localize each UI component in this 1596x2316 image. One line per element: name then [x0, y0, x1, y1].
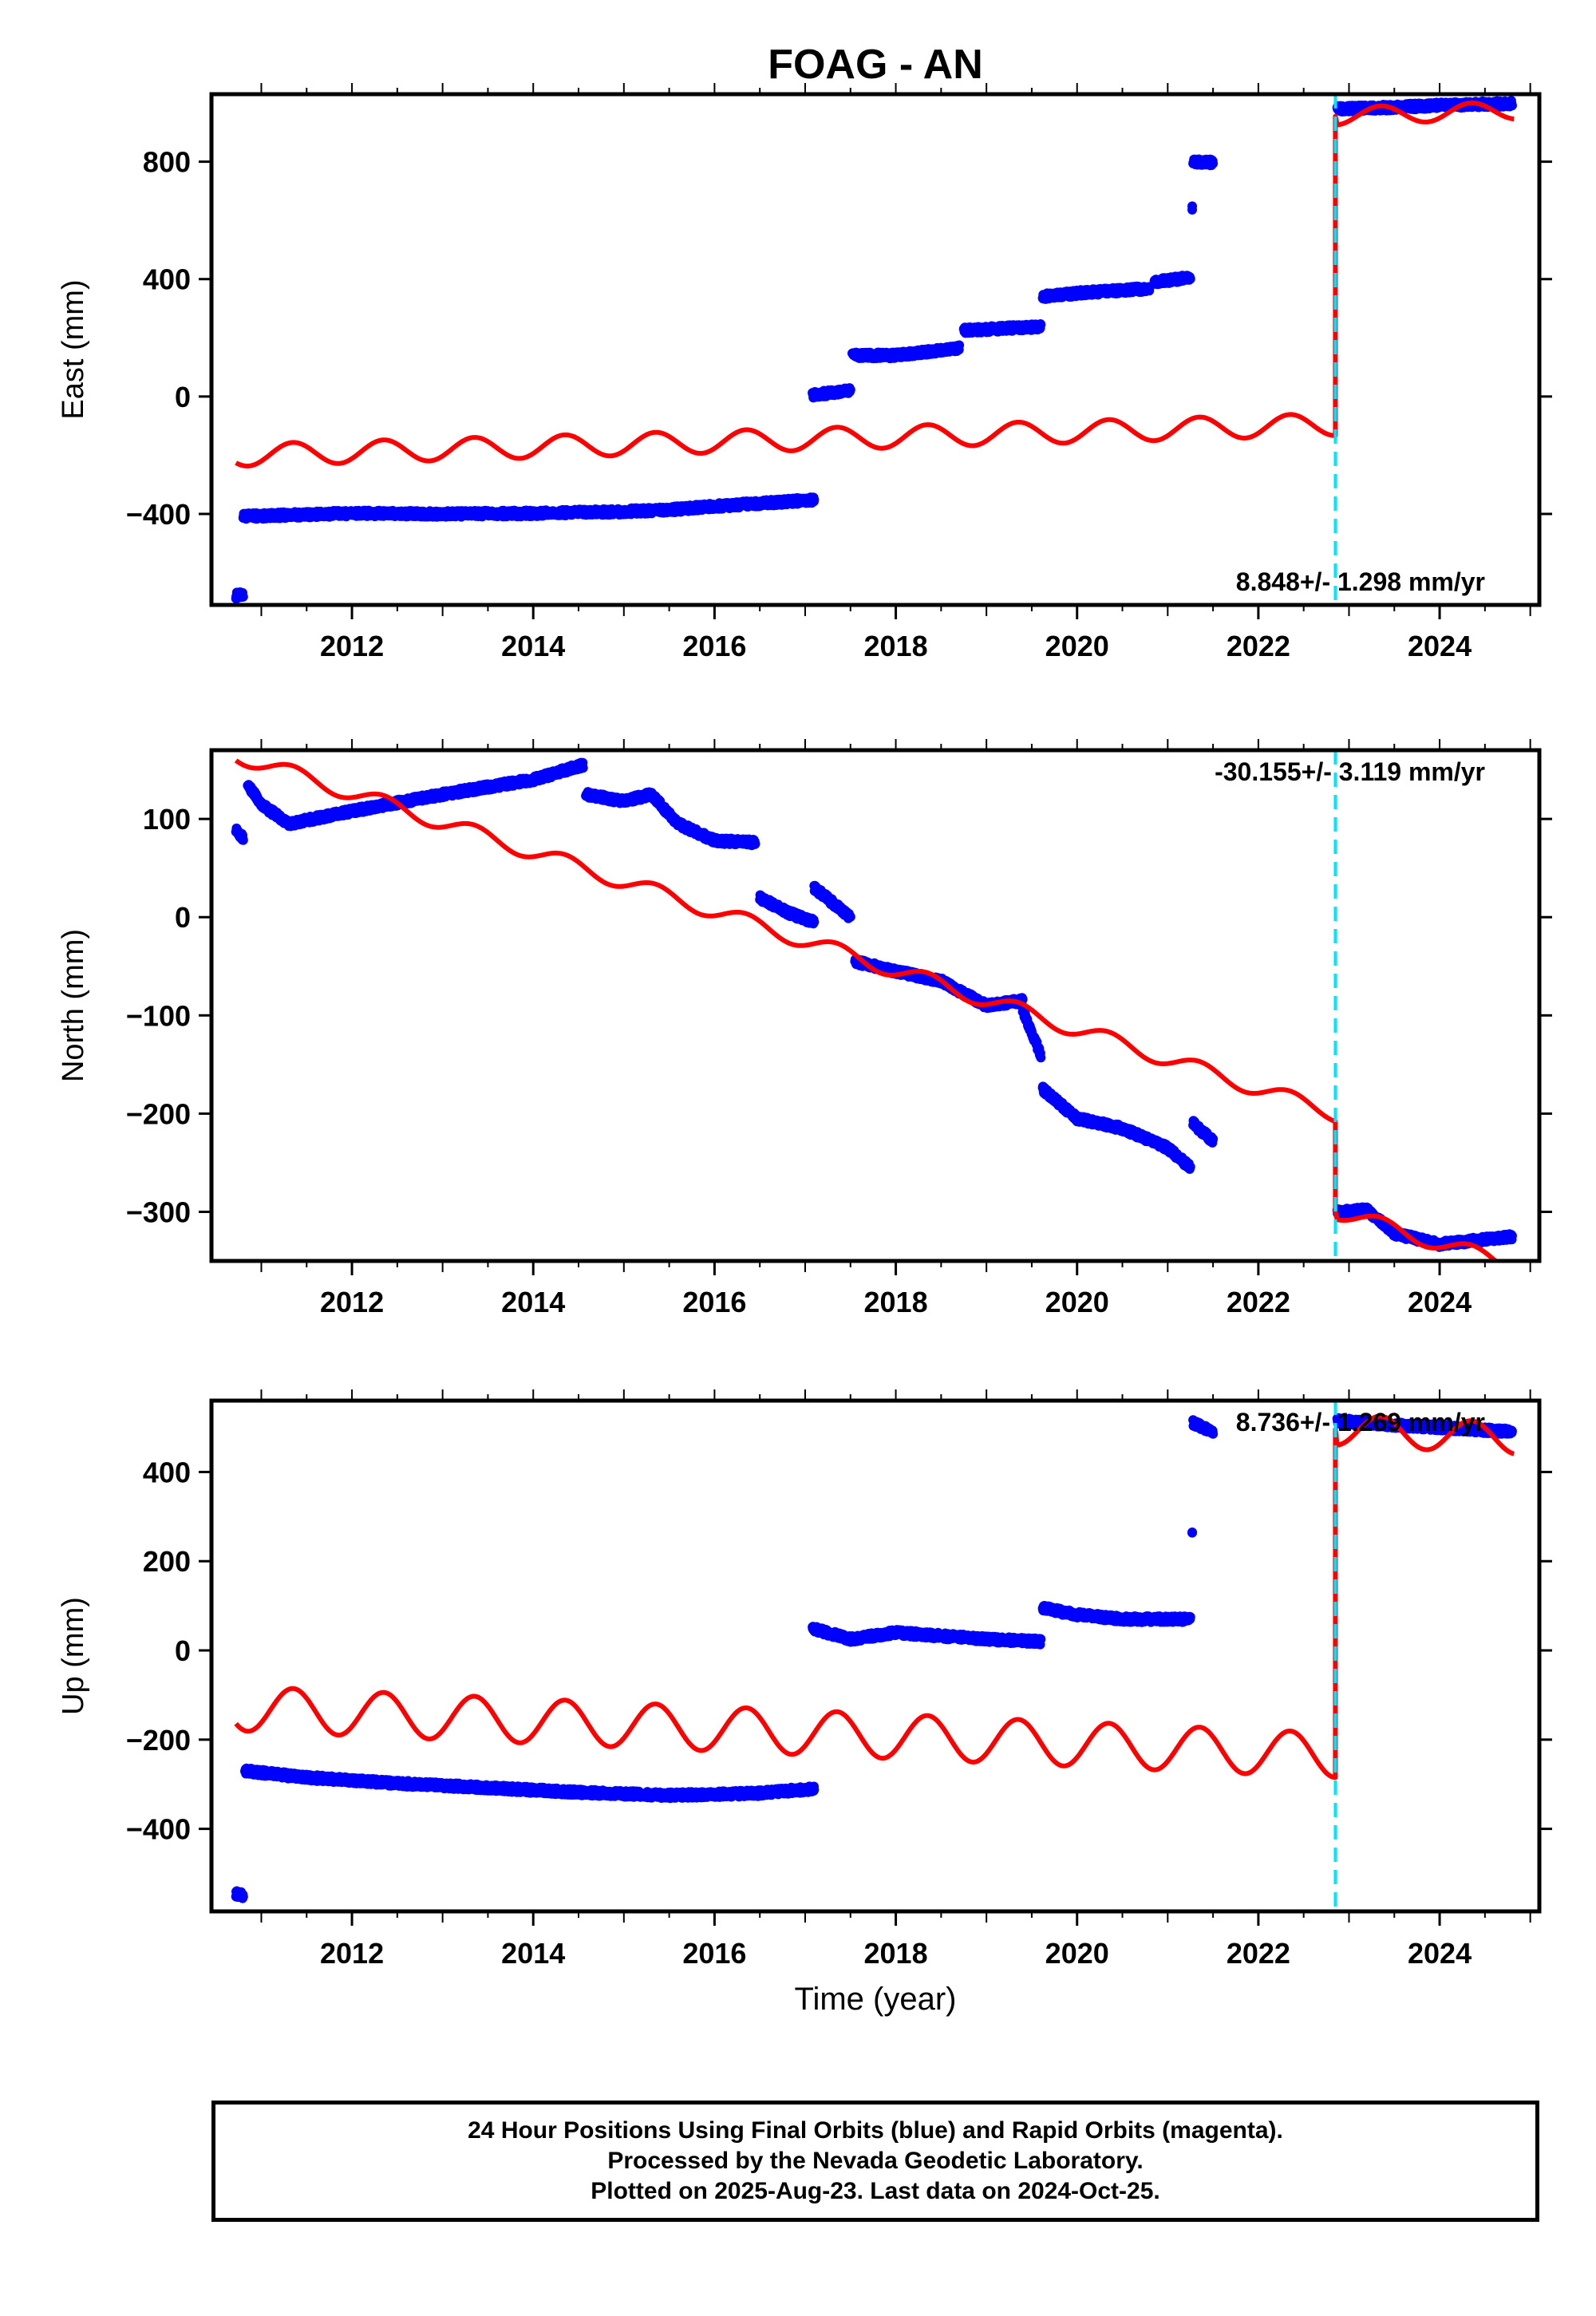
- data-segment: [1188, 154, 1219, 171]
- y-tick-label: 800: [143, 146, 191, 179]
- chart-title: FOAG - AN: [768, 41, 983, 88]
- data-segment: [238, 492, 820, 524]
- model-line: [234, 101, 1516, 468]
- data-point: [954, 340, 965, 350]
- y-tick-label: −100: [126, 999, 191, 1032]
- x-tick-label: 2024: [1408, 1286, 1472, 1318]
- x-tick-label: 2024: [1408, 630, 1472, 662]
- x-tick-label: 2018: [864, 1286, 928, 1318]
- data-point: [809, 495, 820, 505]
- x-tick-label: 2012: [320, 1286, 384, 1318]
- panel-north: 2012 2014 2016 2018 2020 2022 2024 −300 −200 −100…: [57, 739, 1552, 1318]
- y-tick-label: 0: [175, 381, 191, 413]
- data-point: [238, 835, 248, 845]
- x-tick-label: 2022: [1227, 630, 1290, 662]
- y-tick-label: 100: [143, 803, 191, 836]
- y-tick-label: −400: [126, 498, 191, 531]
- plot-area: [231, 750, 1517, 1261]
- rate-label: 8.848+/- 1.298 mm/yr: [1236, 567, 1485, 596]
- x-tick-label: 2012: [320, 630, 384, 662]
- x-tick-label: 2020: [1045, 630, 1109, 662]
- x-tick-label: 2020: [1045, 1286, 1109, 1318]
- y-tick-label: 400: [143, 263, 191, 296]
- data-segment: [231, 823, 248, 845]
- y-tick-label: −200: [126, 1097, 191, 1130]
- plot-frame: [209, 92, 1542, 607]
- x-tick-label: 2018: [864, 630, 928, 662]
- x-tick-label: 2014: [501, 1286, 565, 1318]
- x-tick-label: 2016: [682, 1286, 746, 1318]
- data-segment: [808, 383, 855, 403]
- data-point: [1036, 319, 1046, 330]
- y-tick-label: 0: [175, 901, 191, 934]
- plot-area: [231, 94, 1517, 605]
- x-tick-label: 2022: [1227, 1286, 1290, 1318]
- data-point: [1185, 274, 1195, 284]
- data-segment: [1187, 201, 1197, 215]
- data-segment: [958, 319, 1046, 338]
- data-point: [845, 385, 855, 395]
- y-tick-label: −300: [126, 1196, 191, 1228]
- data-point: [238, 591, 248, 602]
- data-point: [1507, 101, 1517, 111]
- x-tick-label: 2016: [682, 630, 746, 662]
- y-axis-label: East (mm): [57, 279, 90, 419]
- data-point: [1187, 204, 1197, 215]
- data-segment: [243, 757, 588, 832]
- data-segment: [847, 340, 965, 364]
- data-segment: [1037, 281, 1155, 304]
- panel-east: 2012 2014 2016 2018 2020 2022 2024 −400 0 400 800 E…: [57, 83, 1552, 662]
- data-segment: [231, 587, 248, 603]
- x-tick-label: 2014: [501, 630, 565, 662]
- data-point: [1208, 158, 1219, 168]
- data-segment: [1149, 271, 1195, 290]
- y-axis-label: North (mm): [57, 929, 90, 1082]
